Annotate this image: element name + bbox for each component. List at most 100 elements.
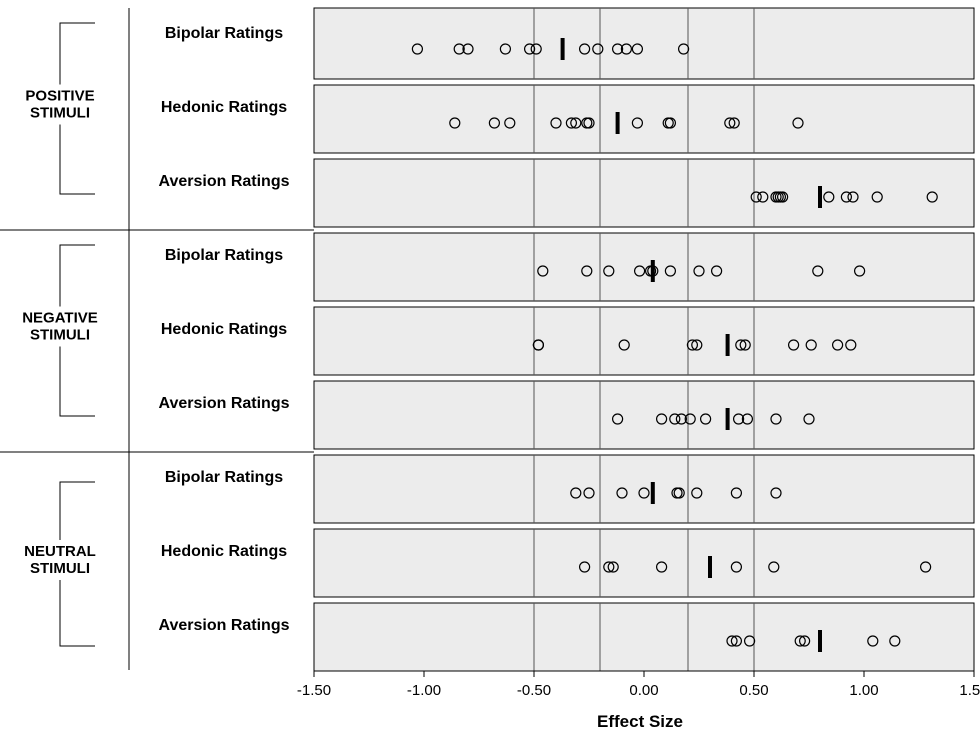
mean-marker [725, 408, 730, 430]
data-point [840, 191, 853, 203]
row-label: Aversion Ratings [159, 173, 290, 190]
mean-marker [615, 112, 620, 134]
x-tick-label: 0.00 [629, 682, 658, 699]
data-point [735, 339, 747, 351]
data-point [618, 339, 630, 351]
data-point [570, 487, 582, 499]
data-point [823, 191, 835, 203]
data-point [581, 265, 593, 277]
data-point [664, 265, 677, 277]
data-point [550, 117, 562, 129]
data-point [603, 561, 615, 573]
data-point [675, 413, 688, 425]
group-label-bg [8, 84, 112, 125]
data-point [504, 117, 516, 129]
data-point [583, 117, 595, 129]
data-point [691, 487, 703, 499]
plot-panel [313, 7, 975, 80]
group-label: NEGATIVE [22, 310, 98, 327]
data-point [770, 413, 782, 425]
data-point [750, 191, 762, 203]
mean-marker [560, 38, 565, 60]
data-point [812, 265, 824, 277]
data-point [792, 117, 804, 129]
data-point [798, 635, 811, 647]
data-point [686, 339, 699, 351]
data-point [889, 635, 901, 647]
plot-panel [313, 232, 975, 302]
plot-panels [313, 7, 975, 672]
data-point [730, 487, 743, 499]
row-label: Hedonic Ratings [161, 99, 287, 116]
data-point [831, 339, 844, 351]
data-point [565, 117, 578, 129]
data-point [611, 43, 624, 55]
data-point [669, 413, 681, 425]
x-tick-label: 0.50 [739, 682, 768, 699]
data-point [724, 117, 736, 129]
data-point [411, 43, 423, 55]
plot-panel [313, 306, 975, 376]
data-point [462, 43, 474, 55]
data-point [919, 561, 932, 573]
data-point [691, 339, 703, 351]
data-point [871, 191, 883, 203]
group-label: NEUTRAL [24, 543, 96, 560]
row-label: Bipolar Ratings [165, 247, 283, 264]
mean-marker [650, 260, 655, 282]
data-point [570, 117, 582, 129]
data-point [730, 635, 743, 647]
data-point [741, 413, 754, 425]
data-point [710, 265, 723, 277]
data-point [453, 43, 465, 55]
data-point [578, 43, 591, 55]
data-point [523, 43, 536, 55]
x-axis-title: Effect Size [597, 712, 683, 731]
row-label: Bipolar Ratings [165, 469, 283, 486]
data-point [530, 43, 542, 55]
mean-marker [818, 186, 822, 208]
data-point [532, 339, 545, 351]
x-tick-label: -1.00 [407, 682, 441, 699]
data-point [847, 191, 859, 203]
row-label: Hedonic Ratings [161, 543, 287, 560]
group-label-bg [8, 540, 112, 580]
data-point [787, 339, 800, 351]
group-label: STIMULI [30, 327, 90, 344]
data-point [638, 487, 650, 499]
data-point [699, 413, 712, 425]
x-tick-label: 1.50 [959, 682, 980, 699]
data-point [578, 561, 591, 573]
row-label: Aversion Ratings [159, 617, 290, 634]
data-point [603, 265, 615, 277]
data-point [655, 561, 668, 573]
plot-panel [313, 380, 975, 450]
data-point [677, 43, 690, 55]
data-point [794, 635, 806, 647]
data-point [499, 43, 511, 55]
data-point [732, 413, 745, 425]
x-tick-label: -0.50 [517, 682, 551, 699]
data-point [776, 191, 789, 203]
data-point [631, 117, 644, 129]
data-point [611, 413, 624, 425]
data-point [583, 487, 595, 499]
data-point [770, 487, 782, 499]
data-point [743, 635, 756, 647]
data-point [607, 561, 619, 573]
data-point [926, 191, 938, 203]
data-point [730, 561, 743, 573]
data-point [739, 339, 751, 351]
plot-panel [313, 454, 975, 524]
data-point [633, 265, 646, 277]
mean-marker [650, 482, 655, 504]
data-point [726, 635, 738, 647]
mean-marker [818, 630, 822, 652]
data-point [673, 487, 685, 499]
data-point [620, 43, 633, 55]
data-point [537, 265, 549, 277]
plot-panel [313, 84, 975, 154]
mean-marker [708, 556, 712, 578]
